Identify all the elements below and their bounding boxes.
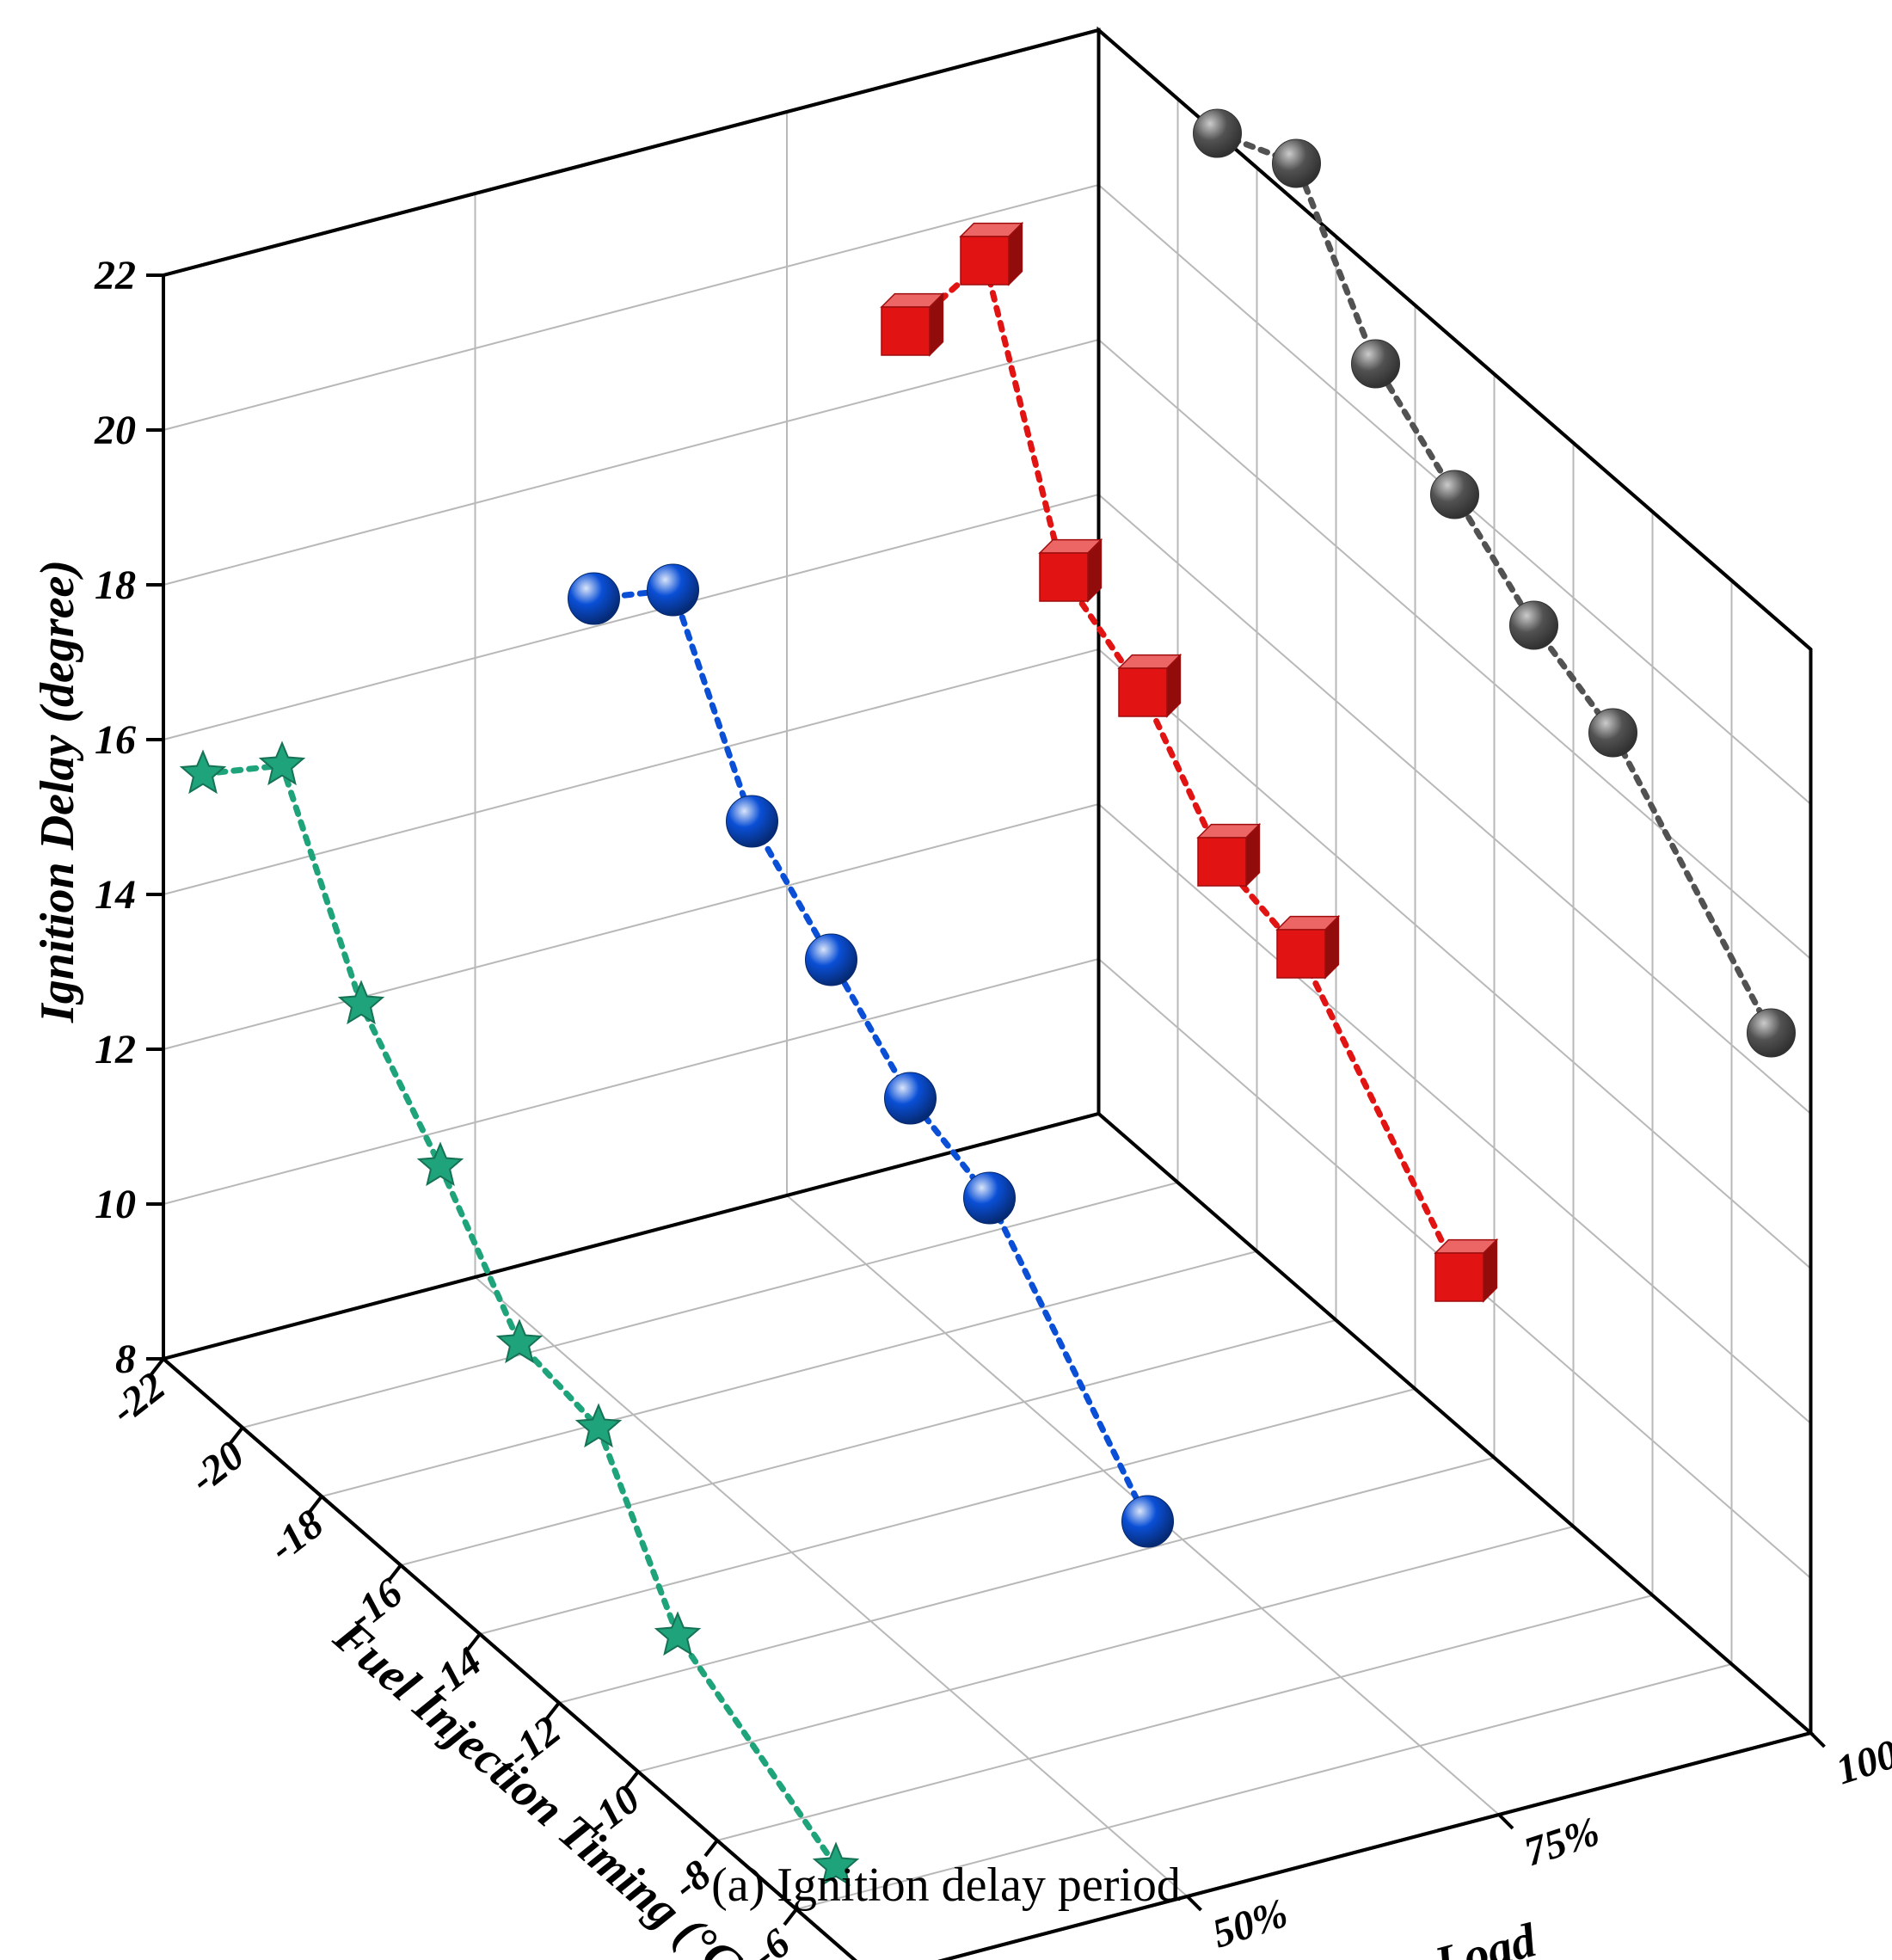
figure-caption: (a) Ignition delay period <box>711 1859 1181 1912</box>
chart-container: 810121416182022-22-20-18-16-14-12-10-8-6… <box>0 0 1892 1960</box>
sphere-marker <box>964 1172 1016 1224</box>
disc-marker <box>1431 470 1479 519</box>
sphere-marker <box>568 573 620 624</box>
y-tick-label: 75% <box>1519 1809 1605 1876</box>
z-tick-label: 16 <box>95 717 136 763</box>
cube-marker <box>882 294 943 355</box>
z-tick-label: 14 <box>95 872 136 918</box>
cube-marker <box>1277 917 1338 978</box>
z-tick-label: 22 <box>94 253 136 298</box>
disc-marker <box>1194 109 1242 157</box>
y-tick-label: 100% <box>1831 1720 1892 1793</box>
sphere-marker <box>727 796 778 847</box>
ignition-delay-3d-chart: 810121416182022-22-20-18-16-14-12-10-8-6… <box>0 0 1892 1960</box>
disc-marker <box>1748 1009 1796 1057</box>
z-tick-label: 18 <box>95 562 136 608</box>
sphere-marker <box>806 934 857 986</box>
x-tick-label: -20 <box>181 1432 253 1502</box>
sphere-marker <box>1122 1496 1174 1547</box>
disc-marker <box>1510 601 1558 649</box>
x-tick-label: -18 <box>261 1501 332 1570</box>
disc-marker <box>1273 139 1321 187</box>
z-tick-label: 12 <box>95 1027 136 1072</box>
sphere-marker <box>648 564 699 616</box>
y-tick-label: 50% <box>1207 1890 1293 1957</box>
cube-marker <box>1435 1240 1496 1301</box>
sphere-marker <box>885 1072 937 1124</box>
cube-marker <box>1198 825 1259 886</box>
cube-marker <box>1119 655 1180 716</box>
disc-marker <box>1589 709 1637 757</box>
cube-marker <box>1040 540 1101 601</box>
z-axis-title: Ignition Delay (degree) <box>31 560 84 1023</box>
z-tick-label: 20 <box>94 408 136 453</box>
y-axis-title: Load <box>1428 1914 1542 1960</box>
cube-marker <box>961 224 1022 285</box>
z-tick-label: 10 <box>95 1182 136 1227</box>
x-tick-label: -22 <box>102 1363 174 1433</box>
disc-marker <box>1352 340 1400 388</box>
